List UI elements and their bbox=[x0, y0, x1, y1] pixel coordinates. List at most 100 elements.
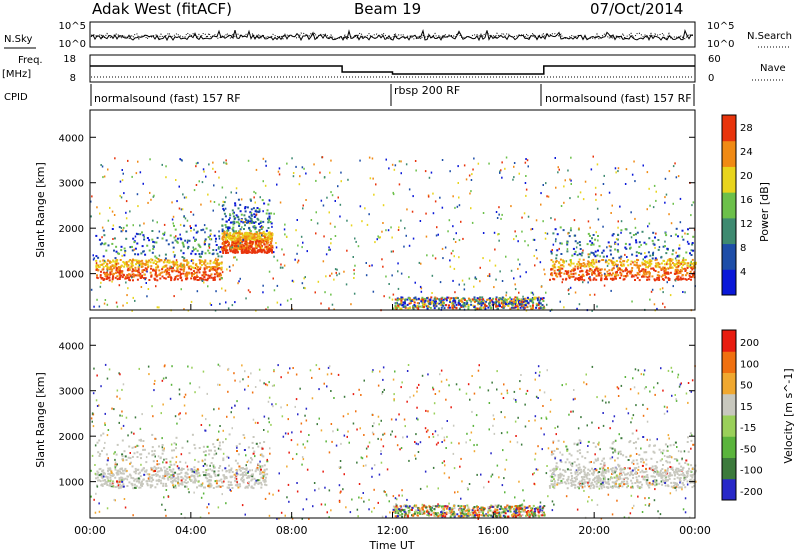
scatter-pixel bbox=[147, 288, 150, 290]
scatter-pixel bbox=[219, 250, 222, 253]
scatter-pixel bbox=[458, 256, 460, 259]
scatter-pixel bbox=[175, 447, 177, 450]
scatter-pixel bbox=[563, 261, 565, 264]
scatter-pixel bbox=[500, 169, 502, 172]
scatter-pixel bbox=[382, 204, 385, 207]
scatter-pixel bbox=[674, 270, 677, 273]
scatter-pixel bbox=[494, 303, 496, 306]
scatter-pixel bbox=[101, 263, 104, 266]
scatter-pixel bbox=[134, 478, 137, 481]
scatter-pixel bbox=[641, 469, 644, 472]
scatter-pixel bbox=[555, 254, 558, 257]
scatter-pixel bbox=[255, 242, 258, 245]
scatter-pixel bbox=[192, 246, 194, 249]
scatter-pixel bbox=[258, 208, 261, 211]
scatter-pixel bbox=[676, 263, 679, 266]
scatter-pixel bbox=[605, 260, 608, 263]
scatter-pixel bbox=[619, 205, 621, 208]
scatter-pixel bbox=[212, 487, 215, 489]
scatter-pixel bbox=[687, 278, 690, 280]
scatter-pixel bbox=[156, 279, 159, 282]
scatter-pixel bbox=[500, 299, 503, 302]
scatter-pixel bbox=[141, 245, 144, 248]
scatter-pixel bbox=[587, 220, 590, 223]
scatter-pixel bbox=[630, 260, 633, 263]
scatter-pixel bbox=[119, 470, 121, 473]
scatter-pixel bbox=[615, 474, 618, 477]
scatter-pixel bbox=[126, 265, 129, 268]
scatter-pixel bbox=[220, 266, 223, 269]
scatter-pixel bbox=[178, 185, 180, 188]
scatter-pixel bbox=[151, 251, 154, 254]
scatter-pixel bbox=[136, 260, 139, 263]
scatter-pixel bbox=[573, 477, 576, 479]
scatter-pixel bbox=[660, 474, 663, 477]
scatter-pixel bbox=[152, 474, 155, 476]
scatter-pixel bbox=[597, 478, 600, 481]
scatter-pixel bbox=[498, 239, 500, 242]
scatter-pixel bbox=[101, 226, 104, 229]
scatter-pixel bbox=[172, 484, 175, 487]
scatter-pixel bbox=[141, 231, 143, 234]
scatter-pixel bbox=[612, 272, 614, 275]
scatter-pixel bbox=[229, 236, 232, 238]
scatter-pixel bbox=[690, 249, 693, 252]
scatter-pixel bbox=[268, 215, 271, 218]
scatter-pixel bbox=[679, 269, 682, 271]
scatter-pixel bbox=[435, 300, 437, 303]
scatter-pixel bbox=[167, 276, 170, 278]
scatter-pixel bbox=[671, 468, 674, 471]
scatter-pixel bbox=[119, 480, 122, 483]
scatter-pixel bbox=[232, 215, 235, 218]
scatter-pixel bbox=[425, 235, 428, 238]
scatter-pixel bbox=[245, 474, 247, 477]
scatter-pixel bbox=[602, 463, 605, 466]
scatter-pixel bbox=[539, 261, 542, 264]
scatter-pixel bbox=[385, 275, 387, 278]
scatter-pixel bbox=[414, 281, 416, 284]
scatter-pixel bbox=[632, 473, 634, 476]
scatter-pixel bbox=[246, 245, 249, 248]
scatter-pixel bbox=[428, 176, 431, 179]
scatter-pixel bbox=[430, 296, 433, 299]
scatter-pixel bbox=[172, 472, 175, 475]
scatter-pixel bbox=[140, 457, 142, 460]
scatter-pixel bbox=[582, 264, 585, 267]
scatter-pixel bbox=[526, 296, 529, 299]
scatter-pixel bbox=[353, 269, 355, 272]
scatter-pixel bbox=[599, 478, 602, 481]
scatter-pixel bbox=[562, 265, 565, 268]
scatter-pixel bbox=[202, 168, 205, 171]
scatter-pixel bbox=[580, 468, 583, 471]
scatter-pixel bbox=[105, 463, 108, 466]
scatter-pixel bbox=[98, 238, 101, 241]
scatter-pixel bbox=[245, 472, 248, 475]
scatter-pixel bbox=[295, 165, 297, 168]
scatter-pixel bbox=[213, 201, 216, 203]
scatter-pixel bbox=[177, 475, 180, 478]
scatter-pixel bbox=[187, 239, 189, 242]
scatter-pixel bbox=[204, 458, 207, 461]
scatter-pixel bbox=[398, 183, 401, 186]
scatter-pixel bbox=[684, 270, 687, 272]
scatter-pixel bbox=[665, 472, 667, 475]
scatter-pixel bbox=[111, 210, 114, 213]
scatter-pixel bbox=[629, 454, 632, 457]
scatter-pixel bbox=[232, 230, 235, 233]
scatter-pixel bbox=[673, 458, 676, 460]
scatter-pixel bbox=[590, 168, 593, 171]
scatter-pixel bbox=[458, 303, 461, 306]
scatter-pixel bbox=[625, 268, 628, 271]
scatter-pixel bbox=[522, 295, 524, 298]
scatter-pixel bbox=[131, 260, 134, 263]
scatter-pixel bbox=[139, 171, 142, 174]
scatter-pixel bbox=[453, 306, 456, 309]
scatter-pixel bbox=[119, 194, 121, 197]
scatter-pixel bbox=[131, 268, 134, 271]
scatter-pixel bbox=[246, 206, 249, 209]
scatter-pixel bbox=[594, 238, 597, 241]
scatter-pixel bbox=[581, 278, 584, 281]
scatter-pixel bbox=[237, 453, 240, 456]
scatter-pixel bbox=[210, 233, 212, 236]
scatter-pixel bbox=[583, 468, 586, 471]
